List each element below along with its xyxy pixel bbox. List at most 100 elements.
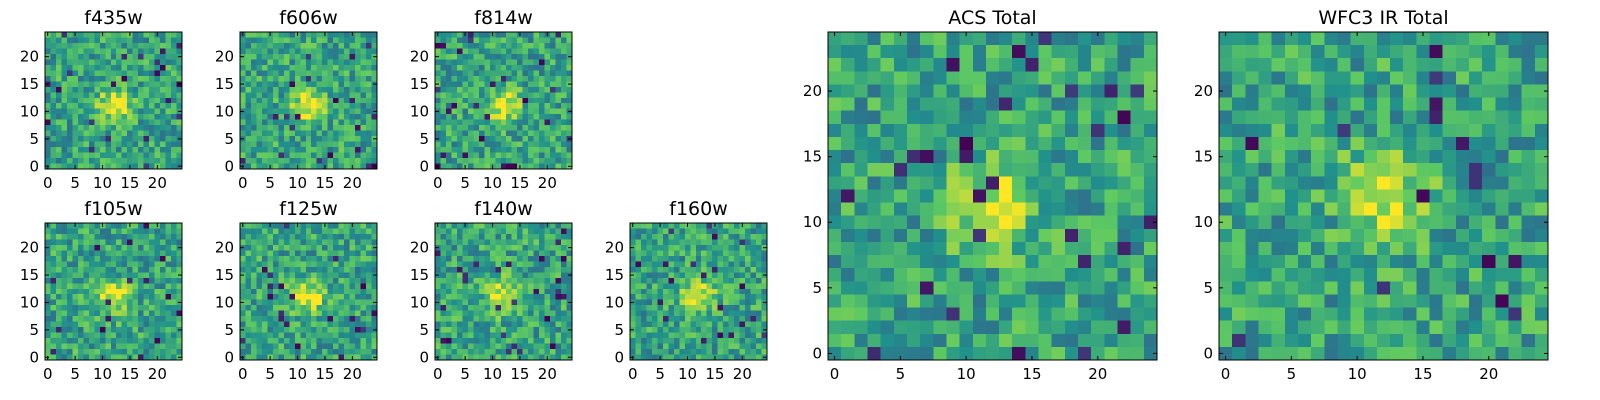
pixel	[985, 136, 1000, 151]
pixel	[467, 223, 474, 230]
pixel	[138, 64, 145, 71]
pixel	[72, 343, 79, 350]
pixel	[684, 239, 691, 246]
pixel	[561, 223, 568, 230]
pixel	[143, 250, 150, 257]
pixel	[462, 332, 469, 339]
pixel	[539, 114, 546, 121]
pixel	[440, 250, 447, 257]
pixel	[371, 283, 378, 290]
pixel	[245, 147, 252, 154]
pixel	[283, 86, 290, 93]
y-tick-label: 5	[29, 130, 39, 148]
pixel	[305, 163, 312, 170]
pixel	[1091, 110, 1105, 125]
pixel	[985, 32, 1000, 46]
pixel	[440, 343, 447, 350]
pixel	[143, 53, 150, 60]
pixel	[495, 53, 502, 60]
pixel	[267, 233, 274, 241]
pixel	[322, 299, 329, 306]
pixel	[701, 332, 708, 339]
pixel	[366, 158, 373, 165]
pixel	[344, 163, 351, 170]
pixel	[349, 108, 356, 115]
pixel	[171, 305, 178, 312]
pixel	[456, 288, 463, 295]
pixel	[149, 255, 156, 262]
pixel	[66, 321, 73, 328]
pixel	[484, 158, 491, 165]
pixel	[739, 294, 746, 301]
pixel	[160, 321, 167, 328]
pixel	[506, 316, 513, 323]
pixel	[272, 239, 279, 246]
pixel	[61, 316, 68, 323]
pixel	[489, 239, 496, 246]
pixel	[445, 277, 453, 284]
pixel	[143, 321, 150, 328]
pixel	[723, 354, 730, 361]
pixel	[500, 332, 507, 339]
pixel	[261, 108, 268, 115]
pixel	[440, 272, 447, 279]
pixel	[640, 272, 648, 279]
pixel	[555, 130, 562, 137]
pixel	[50, 70, 57, 77]
pixel	[761, 343, 768, 350]
pixel	[484, 163, 491, 170]
pixel	[110, 310, 117, 317]
pixel	[267, 75, 274, 82]
pixel	[138, 75, 145, 82]
pixel	[138, 305, 145, 312]
pixel	[77, 294, 84, 301]
y-tick-label: 10	[215, 102, 234, 120]
y-tick-label: 15	[215, 266, 234, 284]
pixel	[506, 59, 513, 66]
pixel	[717, 244, 724, 251]
pixel	[539, 294, 546, 301]
pixel	[920, 32, 934, 46]
pixel	[283, 163, 290, 170]
pixel	[440, 86, 447, 93]
pixel	[539, 233, 546, 241]
pixel	[132, 103, 139, 110]
pixel	[435, 119, 442, 126]
pixel	[94, 32, 101, 39]
pixel	[544, 103, 551, 110]
pixel	[327, 125, 334, 132]
pixel	[972, 215, 987, 230]
pixel	[999, 32, 1013, 46]
pixel	[451, 261, 458, 268]
y-tick-label: 10	[215, 293, 234, 311]
pixel	[366, 48, 373, 55]
pixel	[684, 233, 691, 241]
pixel	[116, 136, 123, 143]
pixel	[695, 272, 702, 279]
pixel	[245, 228, 252, 235]
pixel	[1091, 84, 1105, 99]
pixel	[522, 327, 529, 334]
pixel	[717, 349, 724, 356]
pixel	[127, 86, 134, 93]
pixel	[701, 310, 708, 317]
pixel	[61, 130, 68, 137]
pixel	[867, 71, 882, 86]
pixel	[467, 299, 474, 306]
pixel	[143, 114, 150, 121]
pixel	[701, 349, 708, 356]
pixel	[555, 119, 562, 126]
pixel	[300, 338, 307, 345]
pixel	[635, 250, 642, 257]
pixel	[456, 86, 463, 93]
pixel	[283, 283, 290, 290]
pixel	[278, 332, 285, 339]
pixel	[55, 261, 63, 268]
pixel	[256, 349, 263, 356]
pixel	[1104, 150, 1119, 164]
pixel	[333, 163, 340, 170]
pixel	[349, 327, 356, 334]
pixel	[327, 272, 334, 279]
pixel	[533, 163, 540, 170]
pixel	[750, 349, 757, 356]
